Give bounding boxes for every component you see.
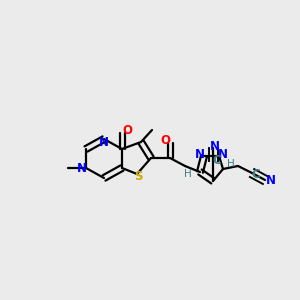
Text: H: H: [227, 159, 235, 169]
Text: C: C: [252, 167, 260, 181]
Text: O: O: [160, 134, 170, 148]
Text: H: H: [184, 169, 192, 179]
Text: N: N: [77, 163, 87, 176]
Text: N: N: [218, 148, 228, 160]
Text: N: N: [195, 148, 205, 160]
Text: C: C: [213, 154, 221, 166]
Text: N: N: [266, 175, 276, 188]
Text: N: N: [210, 140, 220, 152]
Text: S: S: [134, 170, 142, 184]
Text: N: N: [99, 136, 109, 149]
Text: O: O: [122, 124, 132, 137]
